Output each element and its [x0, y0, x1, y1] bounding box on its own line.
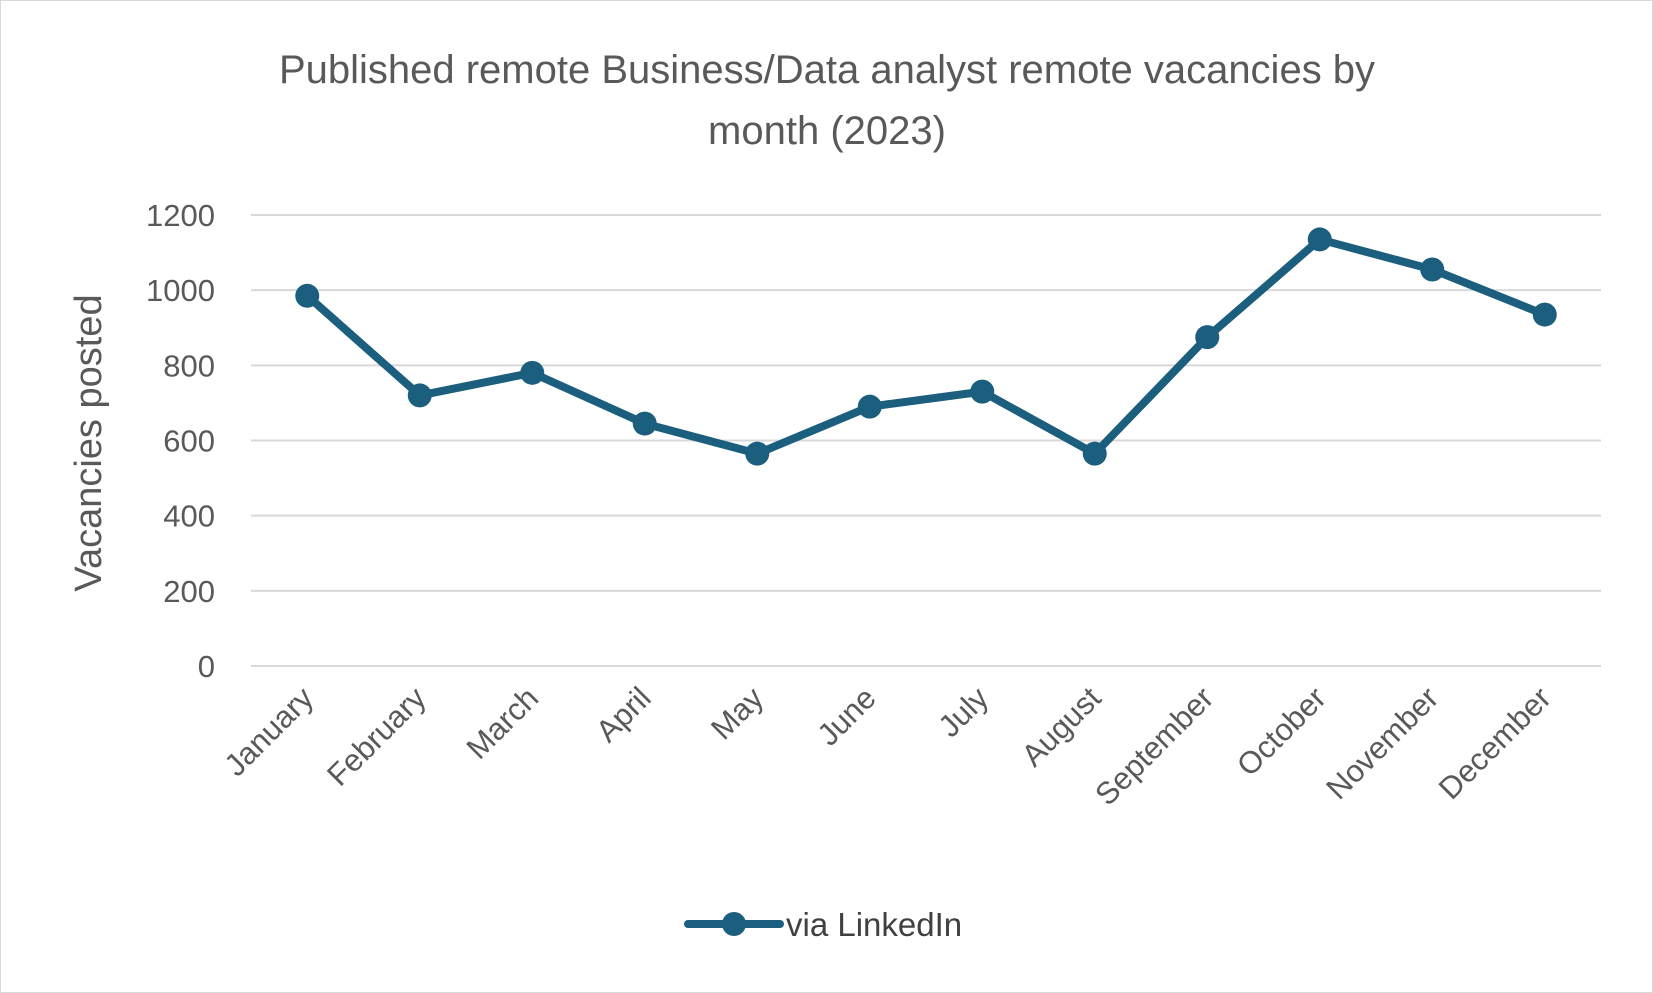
chart-title-line-1: Published remote Business/Data analyst r… — [279, 48, 1375, 92]
x-tick-label: August — [1015, 680, 1108, 773]
data-point — [407, 383, 432, 408]
y-axis-title: Vacancies posted — [68, 294, 110, 591]
data-point — [1082, 441, 1107, 466]
legend: via LinkedIn — [684, 906, 962, 943]
y-axis-ticks: 0 200 400 600 800 1000 1200 — [146, 198, 215, 684]
x-tick-label: October — [1230, 680, 1333, 783]
x-axis-ticks: January February March April May June July Augu… — [217, 680, 1557, 812]
x-tick-label: March — [460, 680, 546, 766]
data-point — [745, 441, 770, 466]
x-tick-label: November — [1319, 680, 1445, 806]
gridlines — [251, 214, 1601, 667]
series-layer — [295, 227, 1557, 466]
data-point — [520, 360, 545, 385]
data-point — [1307, 227, 1332, 252]
data-point — [1420, 257, 1445, 282]
x-tick-label: January — [217, 680, 320, 783]
data-point — [295, 283, 320, 308]
x-tick-label: May — [704, 680, 771, 747]
data-point — [1532, 302, 1557, 327]
x-tick-label: February — [320, 680, 433, 793]
x-tick-label: July — [931, 680, 995, 744]
y-tick-label: 600 — [163, 424, 215, 459]
series-line — [303, 235, 1549, 458]
data-point — [857, 394, 882, 419]
x-tick-label: June — [810, 680, 882, 752]
legend-entry-via-linkedin: via LinkedIn — [786, 906, 962, 943]
y-tick-label: 200 — [163, 574, 215, 609]
data-point — [970, 379, 995, 404]
y-tick-label: 800 — [163, 348, 215, 383]
y-tick-label: 1200 — [146, 198, 215, 233]
y-tick-label: 1000 — [146, 273, 215, 308]
x-tick-label: April — [589, 680, 658, 749]
chart-title-line-2: month (2023) — [708, 109, 946, 153]
data-point — [632, 411, 657, 436]
x-tick-label: December — [1432, 680, 1558, 806]
y-tick-label: 400 — [163, 499, 215, 534]
data-point — [1195, 325, 1220, 350]
legend-dot-marker — [722, 912, 746, 936]
y-tick-label: 0 — [198, 649, 215, 684]
x-tick-label: September — [1088, 680, 1220, 812]
